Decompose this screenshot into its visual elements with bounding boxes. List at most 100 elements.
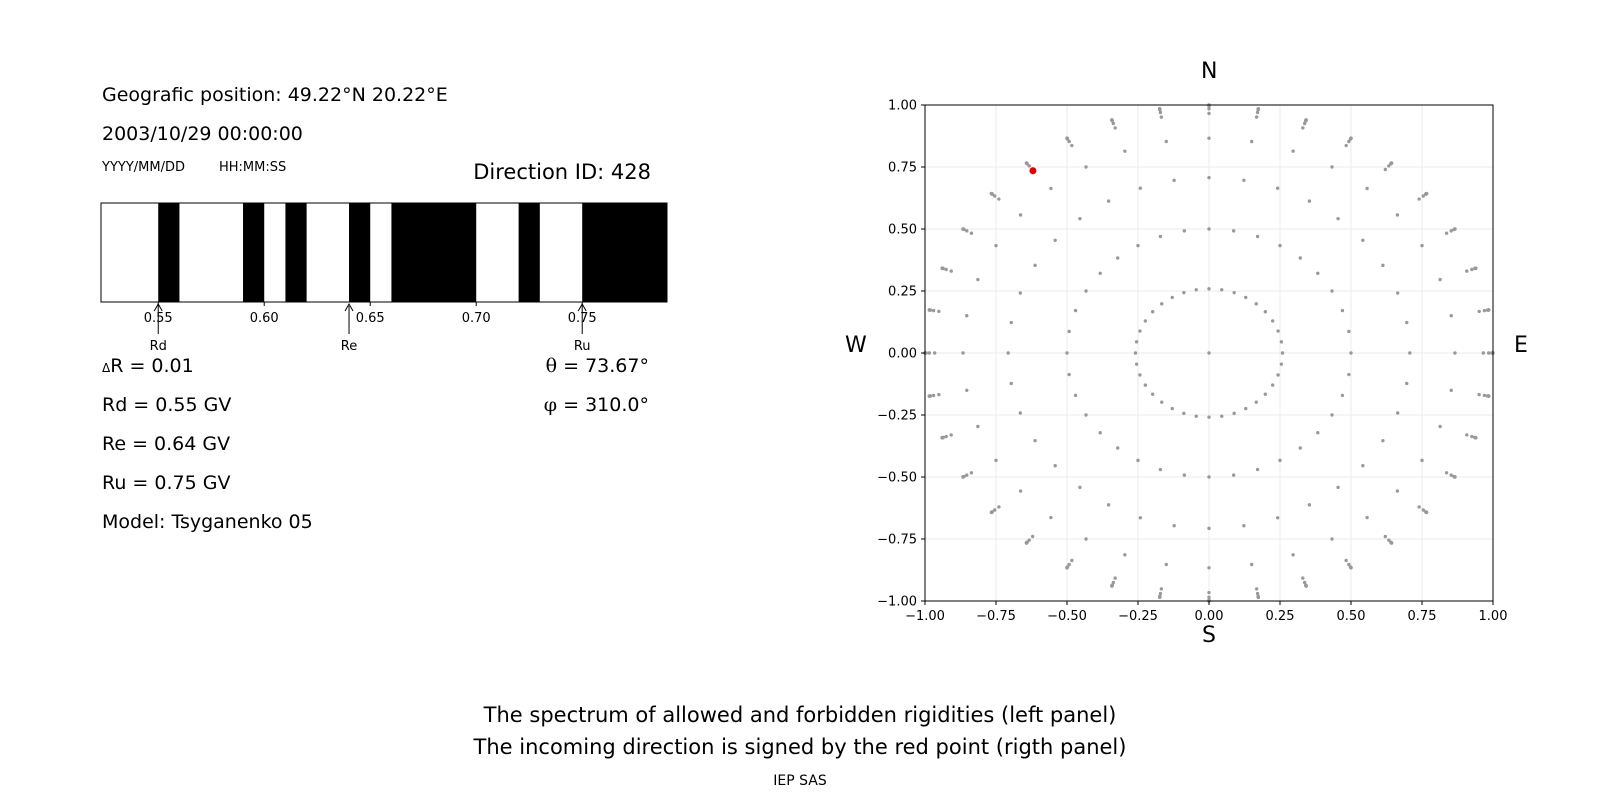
direction-point-411 [989, 191, 994, 196]
direction-point-409 [1065, 136, 1069, 140]
direction-point-398 [1486, 308, 1491, 312]
direction-point-410 [1024, 161, 1029, 165]
direction-point-33 [1263, 392, 1268, 396]
direction-point-211 [1347, 562, 1351, 567]
direction-point-81 [1242, 178, 1246, 183]
direction-point-111 [1438, 277, 1442, 282]
direction-point-191 [1158, 110, 1163, 115]
x-tick-label-3: −0.25 [1118, 609, 1158, 624]
incoming-direction-point [1029, 167, 1037, 175]
y-tick-label-4: 0.00 [888, 347, 917, 362]
direction-point-418 [961, 475, 965, 479]
direction-point-423 [1157, 595, 1162, 599]
direction-point-157 [1070, 143, 1074, 148]
direction-point-169 [1070, 558, 1074, 563]
direction-point-13 [1170, 295, 1174, 300]
direction-point-203 [993, 508, 997, 512]
direction-point-77 [1361, 238, 1365, 242]
direction-point-414 [927, 308, 932, 312]
direction-point-171 [1159, 587, 1164, 591]
direction-point-104 [1336, 485, 1340, 490]
direction-point-144 [1449, 388, 1453, 392]
direction-point-72 [1347, 372, 1351, 377]
direction-point-159 [997, 197, 1001, 201]
direction-point-208 [1207, 595, 1211, 599]
forbidden-band-6 [582, 203, 667, 302]
direction-point-57 [1073, 393, 1078, 398]
direction-point-35 [1276, 373, 1280, 377]
direction-point-404 [1304, 118, 1308, 122]
direction-point-212 [1387, 538, 1391, 542]
direction-point-125 [976, 277, 980, 282]
direction-point-56 [1067, 372, 1071, 377]
direction-point-83 [1172, 178, 1176, 183]
direction-point-105 [1361, 464, 1365, 468]
direction-point-109 [1453, 351, 1457, 355]
spectrum-tick-label-2: 0.65 [356, 311, 385, 326]
direction-point-42 [1298, 256, 1302, 260]
direction-point-419 [989, 510, 994, 515]
direction-point-129 [976, 424, 980, 429]
x-tick-label-1: −0.75 [976, 609, 1016, 624]
direction-point-27 [1194, 414, 1198, 418]
direction-point-112 [1420, 243, 1424, 248]
direction-point-93 [1018, 411, 1022, 415]
direction-point-107 [1396, 411, 1400, 415]
direction-point-12 [1182, 290, 1186, 295]
direction-point-210 [1302, 580, 1307, 585]
direction-point-206 [1111, 580, 1116, 585]
marker-arrowhead-re [344, 302, 354, 312]
direction-point-103 [1307, 503, 1312, 507]
direction-point-195 [993, 194, 997, 198]
direction-point-146 [1477, 309, 1481, 314]
direction-point-417 [940, 436, 944, 440]
direction-point-84 [1138, 186, 1143, 190]
direction-point-48 [1158, 234, 1163, 239]
direction-id: Direction ID: 428 [473, 160, 651, 184]
direction-point-46 [1207, 227, 1211, 231]
theta-value: θ = 73.67° [546, 355, 649, 377]
direction-point-194 [1027, 164, 1031, 168]
direction-point-43 [1278, 243, 1282, 248]
direction-point-16 [1143, 319, 1148, 323]
geo-position: Geografic position: 49.22°N 20.22°E [102, 84, 448, 106]
phi-symbol: φ [543, 394, 558, 416]
x-tick-label-7: 0.75 [1408, 609, 1437, 624]
model-name: Model: Tsyganenko 05 [102, 511, 313, 533]
direction-point-127 [961, 351, 965, 355]
direction-point-153 [1254, 115, 1259, 119]
direction-point-101 [1242, 523, 1246, 528]
direction-point-201 [944, 434, 948, 439]
theta-symbol: θ [545, 355, 558, 377]
direction-point-67 [1278, 458, 1282, 463]
direction-point-152 [1301, 126, 1305, 130]
date-format-label: YYYY/MM/DD [102, 160, 185, 175]
direction-point-36 [1279, 362, 1284, 366]
direction-point-130 [994, 458, 998, 463]
direction-point-135 [1164, 562, 1168, 567]
direction-point-429 [1424, 510, 1429, 515]
direction-point-60 [1116, 446, 1120, 450]
forbidden-band-5 [518, 203, 540, 302]
direction-point-7 [1244, 295, 1248, 300]
direction-point-120 [1123, 149, 1127, 153]
direction-point-113 [1395, 213, 1400, 217]
direction-point-98 [1138, 516, 1143, 520]
forbidden-band-3 [349, 203, 371, 302]
direction-point-100 [1207, 526, 1211, 531]
direction-point-41 [1316, 271, 1320, 275]
direction-point-97 [1106, 503, 1111, 507]
direction-point-26 [1182, 411, 1186, 416]
direction-point-175 [1344, 558, 1348, 563]
direction-point-405 [1256, 107, 1261, 111]
direction-point-71 [1340, 393, 1345, 398]
direction-point-177 [1417, 505, 1421, 509]
direction-point-3 [1276, 329, 1280, 333]
direction-point-55 [1065, 351, 1069, 355]
spectrum-background [101, 203, 667, 302]
direction-point-183 [1470, 267, 1474, 272]
direction-point-412 [961, 227, 965, 231]
direction-point-69 [1316, 431, 1320, 435]
direction-point-207 [1158, 591, 1163, 596]
direction-point-176 [1383, 534, 1388, 539]
